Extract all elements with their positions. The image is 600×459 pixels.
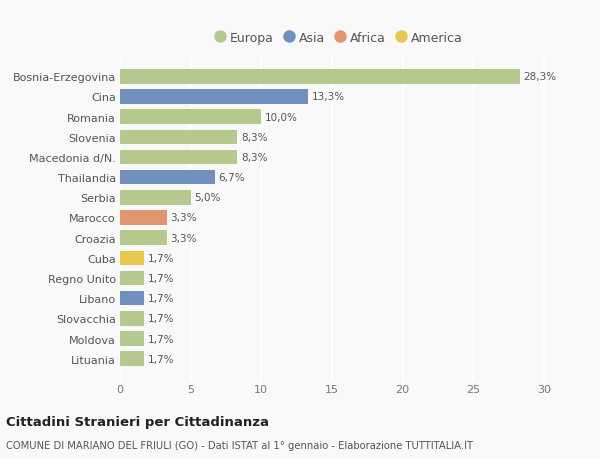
- Bar: [120, 90, 308, 105]
- Text: COMUNE DI MARIANO DEL FRIULI (GO) - Dati ISTAT al 1° gennaio - Elaborazione TUTT: COMUNE DI MARIANO DEL FRIULI (GO) - Dati…: [6, 440, 473, 450]
- Text: 1,7%: 1,7%: [148, 253, 174, 263]
- Text: 13,3%: 13,3%: [311, 92, 344, 102]
- Bar: [120, 211, 167, 225]
- Bar: [120, 271, 144, 285]
- Legend: Europa, Asia, Africa, America: Europa, Asia, Africa, America: [215, 32, 463, 45]
- Bar: [120, 190, 191, 205]
- Text: 8,3%: 8,3%: [241, 133, 268, 142]
- Bar: [120, 231, 167, 246]
- Text: 6,7%: 6,7%: [218, 173, 245, 183]
- Text: 1,7%: 1,7%: [148, 274, 174, 283]
- Text: 1,7%: 1,7%: [148, 354, 174, 364]
- Bar: [120, 251, 144, 265]
- Text: Cittadini Stranieri per Cittadinanza: Cittadini Stranieri per Cittadinanza: [6, 415, 269, 428]
- Text: 28,3%: 28,3%: [523, 72, 557, 82]
- Text: 1,7%: 1,7%: [148, 294, 174, 303]
- Text: 1,7%: 1,7%: [148, 334, 174, 344]
- Text: 10,0%: 10,0%: [265, 112, 298, 123]
- Bar: [120, 311, 144, 326]
- Bar: [120, 130, 237, 145]
- Bar: [120, 70, 520, 84]
- Bar: [120, 352, 144, 366]
- Text: 5,0%: 5,0%: [194, 193, 221, 203]
- Bar: [120, 291, 144, 306]
- Text: 3,3%: 3,3%: [170, 233, 197, 243]
- Text: 1,7%: 1,7%: [148, 313, 174, 324]
- Bar: [120, 171, 215, 185]
- Bar: [120, 331, 144, 346]
- Bar: [120, 151, 237, 165]
- Text: 3,3%: 3,3%: [170, 213, 197, 223]
- Text: 8,3%: 8,3%: [241, 153, 268, 162]
- Bar: [120, 110, 261, 125]
